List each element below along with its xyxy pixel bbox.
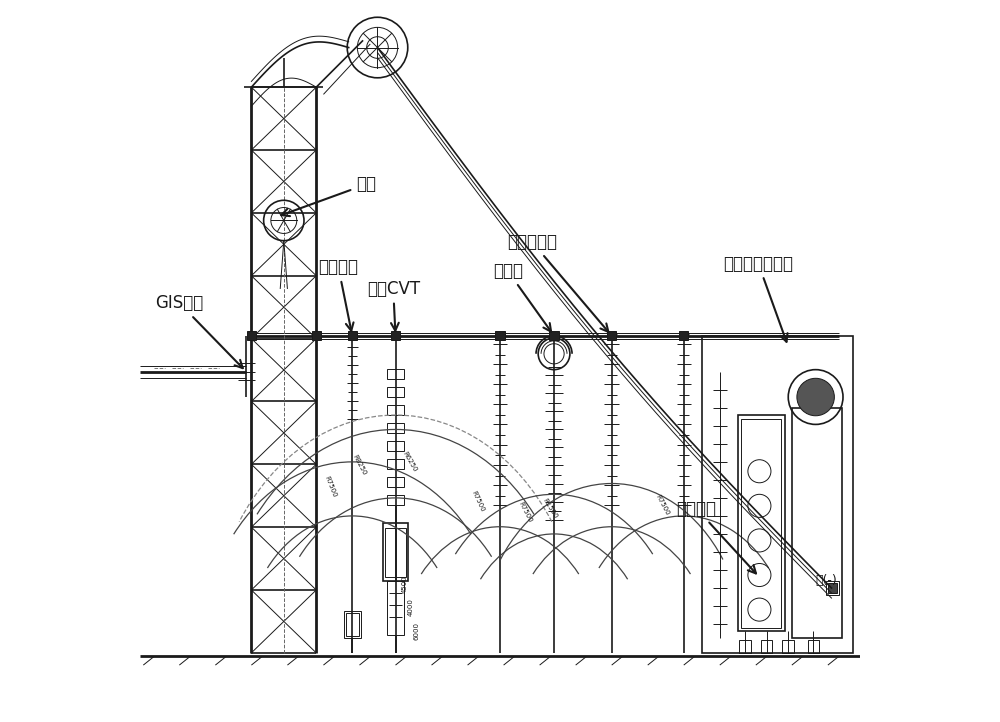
Text: R7500: R7500: [471, 490, 486, 513]
Text: R7500: R7500: [654, 494, 670, 516]
Bar: [391, 331, 400, 341]
Bar: [387, 423, 404, 433]
Circle shape: [797, 378, 834, 416]
Bar: [739, 640, 751, 653]
Text: R7500: R7500: [517, 501, 533, 523]
Bar: [826, 580, 839, 595]
Bar: [383, 523, 408, 580]
Bar: [387, 405, 404, 415]
Text: R1500: R1500: [542, 497, 559, 520]
Text: 4000: 4000: [408, 599, 414, 617]
Bar: [782, 640, 794, 653]
Bar: [387, 441, 404, 451]
Text: 接地开关: 接地开关: [318, 258, 358, 331]
Bar: [792, 408, 842, 638]
Text: 避雷器: 避雷器: [493, 262, 551, 331]
Text: R6250: R6250: [402, 451, 418, 473]
Text: GIS套管: GIS套管: [156, 295, 243, 368]
Text: 4500: 4500: [402, 575, 408, 593]
Text: R8250: R8250: [352, 454, 367, 477]
Bar: [387, 459, 404, 469]
Text: 6000: 6000: [413, 622, 419, 640]
Bar: [387, 477, 404, 487]
Text: 铁塔: 铁塔: [281, 175, 376, 216]
Text: 高压引线: 高压引线: [677, 500, 756, 573]
Text: 支柱绝缘子: 支柱绝缘子: [507, 233, 608, 332]
Bar: [348, 331, 357, 341]
Bar: [828, 583, 837, 593]
Bar: [607, 331, 616, 341]
Bar: [702, 336, 853, 653]
Bar: [387, 369, 404, 379]
Bar: [808, 640, 819, 653]
Bar: [346, 613, 359, 636]
Bar: [312, 331, 321, 341]
Bar: [761, 640, 772, 653]
Text: 柱式CVT: 柱式CVT: [367, 280, 420, 331]
Text: 母(-): 母(-): [815, 574, 837, 587]
Bar: [495, 331, 505, 341]
Bar: [385, 529, 406, 577]
Bar: [741, 419, 781, 627]
Bar: [549, 331, 559, 341]
Bar: [344, 611, 361, 638]
Bar: [679, 331, 688, 341]
Bar: [738, 415, 785, 631]
Bar: [387, 495, 404, 505]
Bar: [387, 580, 404, 635]
Bar: [247, 331, 256, 341]
Text: R7500: R7500: [324, 476, 338, 499]
Text: 高压并联电抗器: 高压并联电抗器: [723, 255, 793, 342]
Bar: [387, 387, 404, 397]
